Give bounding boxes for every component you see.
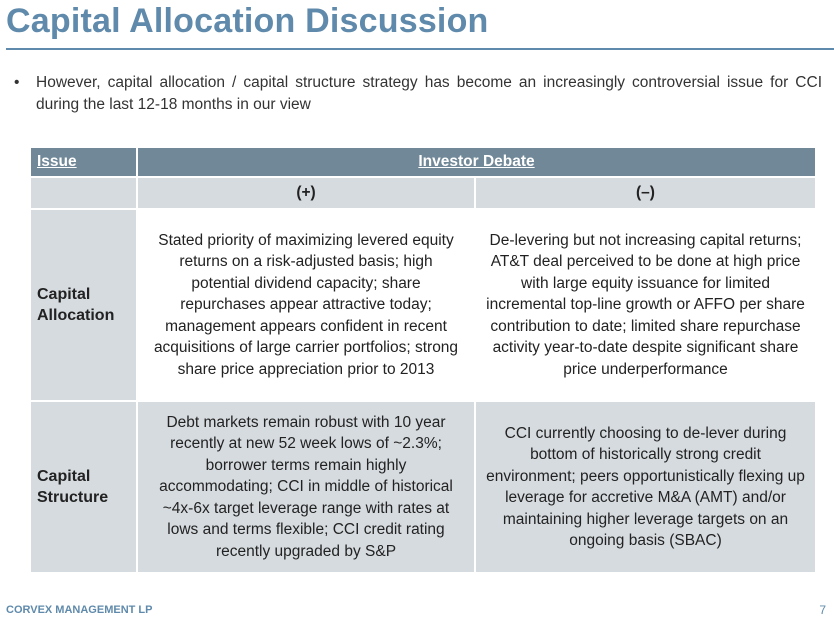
subheader-minus: (–) — [476, 178, 815, 208]
header-issue: Issue — [31, 148, 136, 176]
row-issue-label: Capital Structure — [31, 402, 136, 572]
subheader-empty — [31, 178, 136, 208]
row-plus-cell: Stated priority of maximizing levered eq… — [138, 210, 474, 400]
investor-debate-table: Issue Investor Debate (+) (–) Capital Al… — [29, 146, 817, 574]
footer-company: CORVEX MANAGEMENT LP — [6, 604, 153, 616]
page-number: 7 — [819, 603, 826, 617]
subheader-plus: (+) — [138, 178, 474, 208]
row-minus-cell: CCI currently choosing to de-lever durin… — [476, 402, 815, 572]
header-investor-debate: Investor Debate — [138, 148, 815, 176]
title-divider — [6, 48, 834, 50]
slide-title: Capital Allocation Discussion — [6, 2, 489, 40]
row-plus-cell: Debt markets remain robust with 10 year … — [138, 402, 474, 572]
bullet-text: However, capital allocation / capital st… — [36, 74, 822, 113]
bullet-icon: • — [14, 74, 20, 91]
row-minus-cell: De-levering but not increasing capital r… — [476, 210, 815, 400]
bullet-point: • However, capital allocation / capital … — [14, 72, 822, 116]
row-issue-label: Capital Allocation — [31, 210, 136, 400]
